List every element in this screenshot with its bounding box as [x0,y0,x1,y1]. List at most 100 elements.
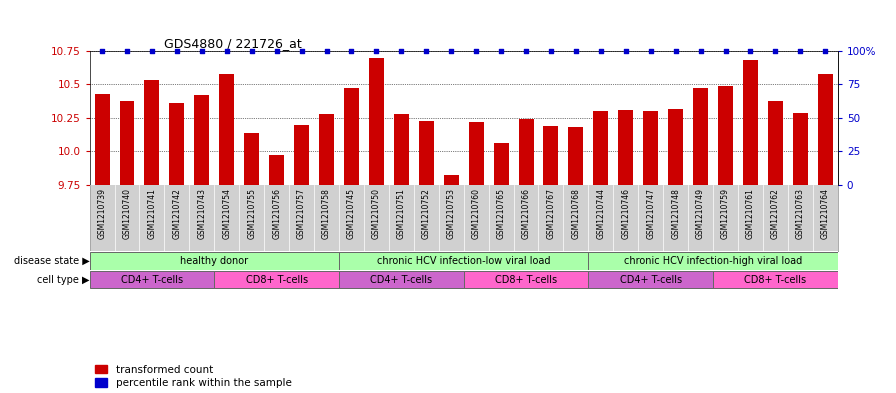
Text: GSM1210741: GSM1210741 [148,188,157,239]
Point [719,48,733,54]
Text: GSM1210768: GSM1210768 [572,188,581,239]
Bar [220,74,234,185]
Bar [269,155,284,185]
Text: GSM1210755: GSM1210755 [247,188,256,239]
Point [818,48,832,54]
Text: CD4+ T-cells: CD4+ T-cells [620,274,682,285]
Point [494,48,508,54]
FancyBboxPatch shape [214,270,339,288]
Text: CD8+ T-cells: CD8+ T-cells [495,274,557,285]
Point [444,48,459,54]
Bar [394,114,409,185]
Text: GSM1210749: GSM1210749 [696,188,705,239]
Bar [743,61,758,185]
Text: CD4+ T-cells: CD4+ T-cells [121,274,183,285]
Bar [768,101,783,185]
Text: GSM1210742: GSM1210742 [172,188,181,239]
Bar [668,108,683,185]
Bar [718,86,733,185]
Text: GSM1210765: GSM1210765 [496,188,505,239]
Point [569,48,583,54]
Text: cell type ▶: cell type ▶ [37,274,90,285]
Bar [643,111,659,185]
Text: GSM1210762: GSM1210762 [771,188,780,239]
Point [344,48,358,54]
Legend: transformed count, percentile rank within the sample: transformed count, percentile rank withi… [95,365,291,388]
Text: CD8+ T-cells: CD8+ T-cells [246,274,307,285]
Bar [319,114,334,185]
Bar [344,88,359,185]
Point [419,48,434,54]
Text: GSM1210761: GSM1210761 [746,188,755,239]
Bar [618,110,633,185]
Point [319,48,333,54]
Text: GSM1210758: GSM1210758 [322,188,331,239]
Bar [144,81,159,185]
Text: CD4+ T-cells: CD4+ T-cells [370,274,433,285]
Text: disease state ▶: disease state ▶ [13,256,90,266]
FancyBboxPatch shape [713,270,838,288]
Point [519,48,533,54]
Bar [793,112,808,185]
Text: chronic HCV infection-high viral load: chronic HCV infection-high viral load [624,256,802,266]
FancyBboxPatch shape [464,270,589,288]
Point [793,48,807,54]
Point [194,48,209,54]
Bar [694,88,708,185]
Point [295,48,309,54]
Text: GSM1210739: GSM1210739 [98,188,107,239]
Text: GSM1210750: GSM1210750 [372,188,381,239]
Point [245,48,259,54]
Bar [494,143,509,185]
Bar [169,103,185,185]
Point [270,48,284,54]
Bar [818,74,832,185]
Text: GSM1210740: GSM1210740 [123,188,132,239]
Point [544,48,558,54]
Text: GSM1210763: GSM1210763 [796,188,805,239]
Bar [294,125,309,185]
Text: GSM1210754: GSM1210754 [222,188,231,239]
Text: GSM1210766: GSM1210766 [521,188,530,239]
Text: chronic HCV infection-low viral load: chronic HCV infection-low viral load [377,256,550,266]
Text: GSM1210759: GSM1210759 [721,188,730,239]
Point [469,48,483,54]
Point [768,48,782,54]
Point [145,48,159,54]
Bar [95,94,109,185]
Point [694,48,708,54]
Point [594,48,608,54]
Text: CD8+ T-cells: CD8+ T-cells [745,274,806,285]
FancyBboxPatch shape [589,270,713,288]
FancyBboxPatch shape [339,252,589,270]
Bar [469,122,484,185]
Bar [568,127,583,185]
Point [95,48,109,54]
Bar [418,121,434,185]
Text: healthy donor: healthy donor [180,256,248,266]
Text: GSM1210767: GSM1210767 [547,188,556,239]
Bar [544,126,558,185]
Text: GSM1210752: GSM1210752 [422,188,431,239]
Bar [245,132,259,185]
Text: GSM1210751: GSM1210751 [397,188,406,239]
Point [643,48,658,54]
Text: GSM1210756: GSM1210756 [272,188,281,239]
Text: GSM1210748: GSM1210748 [671,188,680,239]
Bar [593,111,608,185]
Point [394,48,409,54]
Bar [194,95,210,185]
Text: GSM1210760: GSM1210760 [471,188,480,239]
FancyBboxPatch shape [589,252,838,270]
Bar [369,58,383,185]
FancyBboxPatch shape [339,270,464,288]
Point [169,48,184,54]
Point [668,48,683,54]
Point [369,48,383,54]
Text: GSM1210747: GSM1210747 [646,188,655,239]
FancyBboxPatch shape [90,252,339,270]
Text: GSM1210744: GSM1210744 [597,188,606,239]
Text: GDS4880 / 221726_at: GDS4880 / 221726_at [165,37,302,50]
Text: GSM1210745: GSM1210745 [347,188,356,239]
Point [120,48,134,54]
